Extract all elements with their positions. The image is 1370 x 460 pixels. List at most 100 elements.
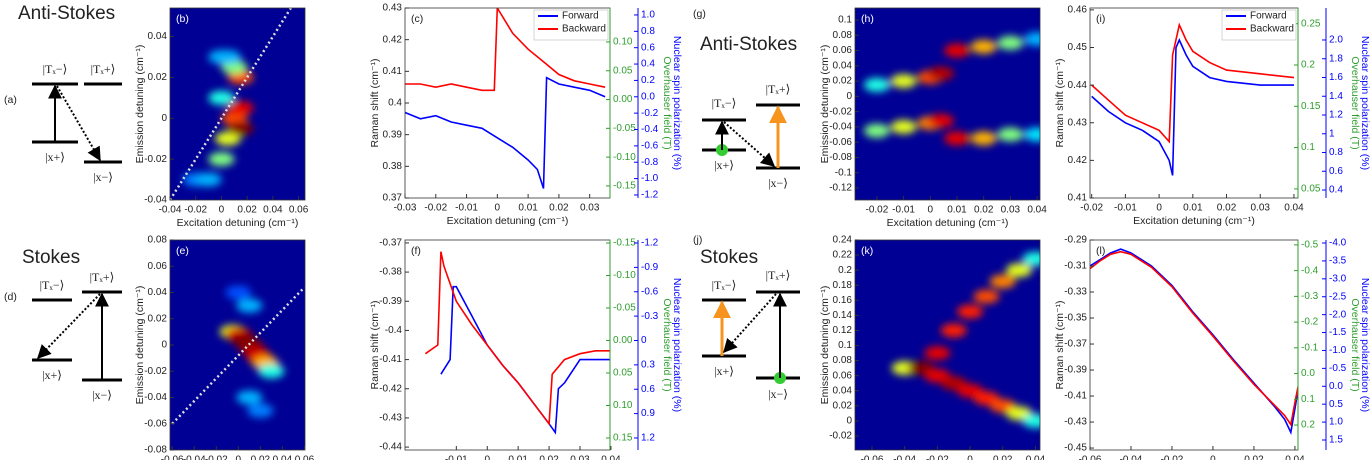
- y-tick-label: -0.06: [829, 137, 852, 148]
- y-tick-label: -0.4: [385, 325, 403, 336]
- x-tick-label: 0: [236, 455, 242, 460]
- x-tick-label: -0.01: [445, 455, 468, 460]
- plot-area: [424, 251, 610, 435]
- y-tick-label: 0.42: [1068, 155, 1088, 166]
- diagram-title: Stokes: [700, 247, 758, 268]
- heatmap-cell: [927, 66, 954, 81]
- state-label: |x−⟩: [768, 176, 788, 190]
- y-tick-label: -0.05: [613, 123, 636, 134]
- y3-axis-title: Nuclear spin polarization (%): [671, 278, 683, 412]
- heatmap-cell: [214, 131, 241, 146]
- y-tick-label: 0.25: [1301, 18, 1321, 29]
- y-tick-label: 0: [161, 340, 167, 351]
- x-tick-label: -0.06: [161, 455, 184, 460]
- y3-axis-title: Nuclear spin polarization (%): [1359, 36, 1370, 170]
- y-tick-label: 0.4: [641, 59, 655, 70]
- y-tick-label: 0.43: [383, 3, 403, 14]
- x-tick-label: 0.06: [295, 455, 315, 460]
- state-label: |x−⟩: [768, 387, 788, 401]
- x-tick-label: -0.03: [394, 203, 417, 214]
- series-line: [1091, 22, 1295, 144]
- x-tick-label: 0.04: [273, 455, 293, 460]
- y-tick-label: -0.02: [829, 431, 852, 442]
- panel-label: (a): [4, 94, 17, 106]
- y-tick-label: -0.6: [641, 286, 659, 297]
- heatmap-cell: [943, 131, 970, 146]
- x-tick-label: 0: [1210, 455, 1216, 460]
- x-tick-label: -0.02: [205, 455, 228, 460]
- y-tick-label: -0.39: [379, 296, 402, 307]
- x-tick-label: 0: [495, 203, 501, 214]
- series-line: [1090, 250, 1298, 427]
- x-tick-label: 0.02: [251, 455, 271, 460]
- x-axis-title: Excitation detuning (cm⁻¹): [887, 217, 1009, 229]
- y-tick-label: 0.18: [833, 280, 853, 291]
- heatmap-cell: [227, 101, 254, 116]
- heatmap-cell: [957, 304, 984, 319]
- x-tick-label: 0.02: [237, 205, 257, 216]
- state-label: |x+⟩: [45, 150, 65, 164]
- y-tick-label: 0.46: [1068, 5, 1088, 16]
- y-tick-label: -0.39: [1064, 365, 1087, 376]
- x-axis-title: Excitation detuning (cm⁻¹): [1133, 215, 1255, 227]
- plot-area: [855, 8, 1040, 200]
- y-tick-label: 0.41: [1068, 193, 1088, 204]
- state-label: |Tₓ+⟩: [91, 62, 116, 76]
- y-tick-label: 1.4: [1329, 91, 1343, 102]
- heatmap-cell: [195, 172, 222, 187]
- y-tick-label: 0.15: [613, 433, 633, 444]
- y2-axis-title: Overhauser field (T): [661, 298, 673, 391]
- heatmap-cell: [1024, 127, 1040, 142]
- x-tick-label: 0.02: [974, 205, 994, 216]
- y-tick-label: 0.04: [148, 31, 168, 42]
- heatmap-cell: [225, 285, 252, 300]
- y-tick-label: 0.02: [148, 313, 168, 324]
- heatmap-cell: [208, 50, 235, 65]
- heatmap-cell: [890, 119, 917, 134]
- y-tick-label: -0.43: [379, 413, 402, 424]
- y-tick-label: -0.44: [379, 442, 402, 453]
- y2-axis-title: Overhauser field (T): [1349, 56, 1361, 149]
- heatmap-cell: [247, 403, 274, 418]
- panel-label: (k): [861, 245, 873, 257]
- y-tick-label: 0.08: [148, 235, 168, 246]
- y-tick-label: -2.5: [1329, 291, 1347, 302]
- y2-axis-title: Overhauser field (T): [661, 56, 673, 149]
- heatmap-cell: [208, 90, 235, 105]
- y-tick-label: 0.39: [383, 129, 403, 140]
- y-tick-label: 1.0: [641, 10, 655, 21]
- diagram-title: Anti-Stokes: [700, 34, 797, 55]
- state-label: |Tₓ−⟩: [712, 96, 737, 110]
- state-label: |Tₓ−⟩: [712, 278, 737, 292]
- state-label: |Tₓ−⟩: [40, 278, 65, 292]
- y-tick-label: -0.43: [1064, 417, 1087, 428]
- x-tick-label: 0.04: [1285, 455, 1305, 460]
- y-tick-label: 0.42: [383, 34, 403, 45]
- x-tick-label: 0.01: [518, 203, 538, 214]
- y-tick-label: 0.37: [383, 193, 403, 204]
- y-tick-label: 0.15: [1301, 101, 1321, 112]
- y-tick-label: -0.31: [1064, 261, 1087, 272]
- y-tick-label: -0.38: [379, 267, 402, 278]
- y-tick-label: 0.08: [833, 355, 853, 366]
- plot-frame: [854, 239, 1041, 451]
- y-tick-label: 0.6: [641, 42, 655, 53]
- y-tick-label: -0.29: [1064, 235, 1087, 246]
- y-tick-label: -1.0: [641, 173, 659, 184]
- y-tick-label: 0.3: [641, 360, 655, 371]
- heatmap-cell: [1022, 251, 1040, 266]
- heatmap-cell: [989, 274, 1016, 289]
- panel-label: (i): [1096, 13, 1105, 25]
- guide-line: [171, 286, 305, 425]
- state-label: |Tₓ+⟩: [766, 268, 791, 282]
- x-tick-label: 0.02: [1244, 455, 1264, 460]
- y-tick-label: 0.05: [613, 65, 633, 76]
- transition-arrow: [723, 121, 776, 167]
- heatmap-cell: [236, 390, 263, 405]
- y-tick-label: -0.04: [144, 195, 167, 206]
- x-tick-label: -0.02: [865, 205, 888, 216]
- state-label: |x+⟩: [714, 364, 734, 378]
- panel-label: (h): [861, 13, 874, 25]
- y-tick-label: -0.5: [1329, 363, 1347, 374]
